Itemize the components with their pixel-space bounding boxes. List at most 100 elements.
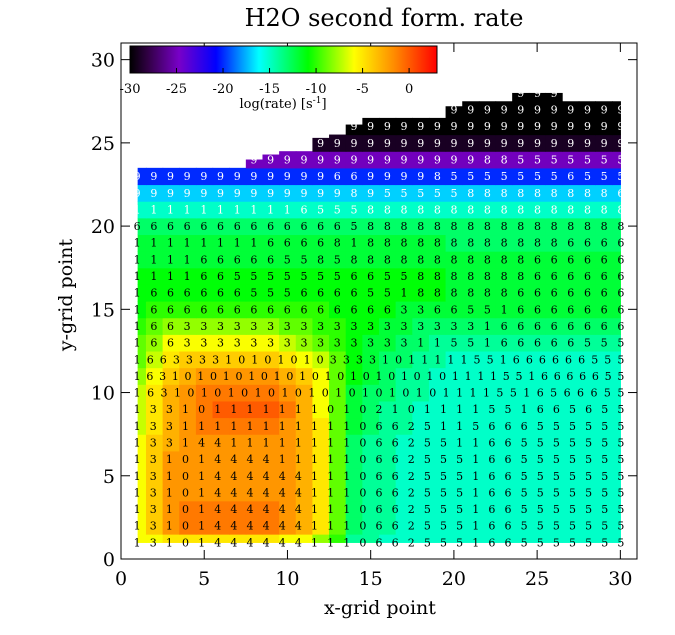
heatmap-cell [195, 417, 214, 435]
heatmap-cell [279, 284, 297, 302]
heatmap-cell [462, 417, 480, 435]
heatmap-cell [578, 267, 596, 285]
heatmap-cell [245, 500, 264, 518]
heatmap-cell [162, 267, 180, 285]
heatmap-cell [362, 234, 380, 252]
heatmap-cell [512, 184, 530, 202]
heatmap-cell [495, 384, 513, 402]
heatmap-cell [395, 167, 413, 186]
heatmap-cell [245, 284, 264, 302]
heatmap-cell [528, 517, 547, 535]
heatmap-cell [137, 434, 147, 452]
heatmap-cell [462, 151, 480, 169]
heatmap-cell [428, 217, 447, 236]
heatmap-cell [137, 301, 147, 319]
heatmap-cell [595, 317, 613, 335]
heatmap-cell [379, 167, 397, 186]
heatmap-cell [179, 400, 197, 419]
heatmap-cell [562, 367, 580, 385]
heatmap-cell [179, 267, 197, 285]
x-tick-label: 10 [275, 568, 299, 590]
heatmap-cell [262, 267, 280, 285]
heatmap-cell [395, 417, 413, 435]
heatmap-cell [445, 434, 463, 452]
heatmap-cell [212, 484, 230, 502]
heatmap-cell [295, 484, 314, 502]
heatmap-cell [562, 317, 580, 335]
heatmap-cell [362, 400, 380, 419]
heatmap-cell [362, 267, 380, 285]
heatmap-cell [145, 251, 164, 269]
heatmap-cell [137, 184, 147, 202]
heatmap-cell [395, 184, 413, 202]
heatmap-cell [212, 201, 230, 219]
heatmap-cell [245, 384, 264, 402]
heatmap-cell [195, 284, 214, 302]
heatmap-cell [262, 350, 280, 369]
heatmap-cell [428, 234, 447, 252]
heatmap-cell [612, 467, 621, 485]
heatmap-field [137, 92, 621, 543]
heatmap-cell [462, 450, 480, 469]
heatmap-cell [528, 167, 547, 186]
heatmap-cell [279, 151, 297, 169]
heatmap-cell [162, 201, 180, 219]
heatmap-cell [595, 184, 613, 202]
heatmap-cell [329, 417, 347, 435]
heatmap-cell [545, 434, 563, 452]
heatmap-cell [512, 201, 530, 219]
heatmap-cell [345, 124, 363, 136]
heatmap-cell [545, 500, 563, 518]
heatmap-cell [312, 184, 330, 202]
heatmap-cell [329, 384, 347, 402]
heatmap-cell [545, 367, 563, 385]
heatmap-cell [512, 434, 530, 452]
heatmap-cell [528, 251, 547, 269]
heatmap-cell [245, 350, 264, 369]
heatmap-cell [245, 367, 264, 385]
heatmap-cell [345, 217, 363, 236]
heatmap-cell [495, 400, 513, 419]
heatmap-cell [137, 167, 147, 186]
heatmap-cell [245, 467, 264, 485]
heatmap-cell [478, 350, 497, 369]
x-tick-label: 0 [115, 568, 127, 590]
heatmap-cell [445, 334, 463, 352]
heatmap-cell [162, 301, 180, 319]
heatmap-cell [412, 434, 430, 452]
heatmap-cell [295, 500, 314, 518]
heatmap-cell [345, 267, 363, 285]
heatmap-cell [545, 151, 563, 169]
heatmap-cell [562, 117, 580, 136]
heatmap-cell [445, 217, 463, 236]
heatmap-cell [528, 317, 547, 335]
heatmap-cell [545, 384, 563, 402]
heatmap-cell [512, 467, 530, 485]
colorbar-ticks: -30 -25 -20 -15 -10 -5 0 [120, 68, 413, 97]
heatmap-cell [562, 350, 580, 369]
heatmap-cell [329, 534, 347, 543]
heatmap-cell [212, 534, 230, 543]
cell-label-row: 999999999999999999999999999999 [134, 87, 625, 100]
heatmap-cell [279, 317, 297, 335]
heatmap-cell [162, 234, 180, 252]
heatmap-cell [262, 367, 280, 385]
heatmap-cell [145, 484, 164, 502]
heatmap-cell [362, 301, 380, 319]
heatmap-cell [329, 201, 347, 219]
heatmap-cell [428, 367, 447, 385]
heatmap-cell [262, 400, 280, 419]
heatmap-cell [345, 284, 363, 302]
heatmap-cell [379, 251, 397, 269]
heatmap-cell [412, 284, 430, 302]
heatmap-cell [262, 500, 280, 518]
heatmap-cell [478, 367, 497, 385]
heatmap-cell [395, 201, 413, 219]
heatmap-cell [612, 301, 621, 319]
heatmap-cell [578, 484, 596, 502]
heatmap-cell [545, 450, 563, 469]
heatmap-cell [329, 350, 347, 369]
heatmap-cell [595, 284, 613, 302]
heatmap-cell [462, 317, 480, 335]
heatmap-cell [412, 267, 430, 285]
